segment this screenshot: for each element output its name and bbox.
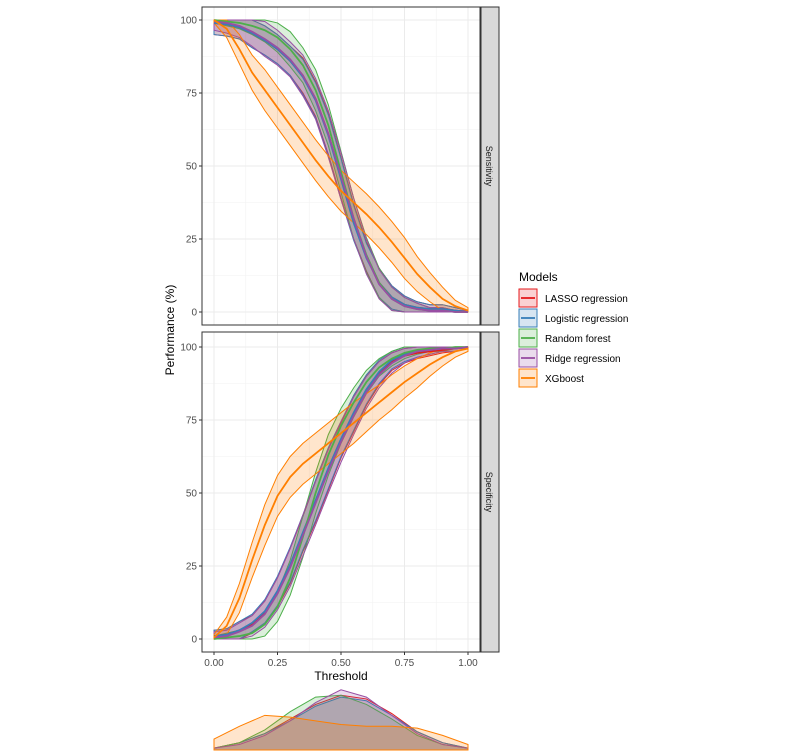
y-tick-label: 100 (180, 16, 197, 27)
x-tick-labels: 0.00 0.25 0.50 0.75 1.00 (204, 652, 478, 669)
legend-label: LASSO regression (545, 294, 628, 305)
legend-item-xgboost: XGboost (518, 368, 584, 388)
legend-item-lasso-regression: LASSO regression (518, 288, 628, 308)
specificity-strip-label: Specificity (484, 472, 494, 513)
y-tick-label: 75 (186, 89, 198, 100)
density-xgboost (213, 714, 469, 751)
line-specificity-random-forest (213, 346, 468, 640)
y-tick-labels-top: 0 25 50 75 100 (180, 16, 202, 319)
sensitivity-strip-label: Sensitivity (484, 146, 494, 187)
legend-item-random-forest: Random forest (518, 328, 611, 348)
x-axis-title: Threshold (314, 669, 367, 683)
series-lines (213, 19, 469, 640)
band-specificity-xgboost (213, 346, 469, 640)
line-sensitivity-ridge-regression (213, 20, 468, 313)
legend-item-ridge-regression: Ridge regression (518, 348, 621, 368)
line-specificity-xgboost (213, 347, 469, 639)
legend-item-logistic-regression: Logistic regression (518, 308, 628, 328)
density-plot (213, 689, 469, 751)
legend-label: Random forest (545, 334, 611, 345)
sensitivity-panel (202, 7, 480, 325)
x-tick-label: 1.00 (458, 658, 478, 669)
y-tick-label: 50 (186, 162, 198, 173)
line-sensitivity-xgboost (213, 19, 469, 312)
specificity-strip (480, 331, 500, 653)
specificity-panel (202, 332, 480, 652)
y-tick-label: 25 (186, 235, 198, 246)
y-tick-label: 25 (186, 562, 198, 573)
x-tick-label: 0.25 (268, 658, 288, 669)
x-tick-label: 0.00 (204, 658, 224, 669)
y-tick-label: 100 (180, 343, 197, 354)
y-tick-label: 0 (191, 635, 197, 646)
y-tick-label: 75 (186, 416, 198, 427)
legend-label: XGboost (545, 374, 584, 385)
sensitivity-strip (480, 6, 500, 326)
legend-title: Models (519, 270, 558, 284)
legend: Models LASSO regression Logistic regressi… (518, 270, 628, 388)
x-tick-label: 0.75 (395, 658, 415, 669)
y-tick-labels-bottom: 0 25 50 75 100 (180, 343, 202, 646)
line-specificity-ridge-regression (213, 346, 469, 639)
x-tick-label: 0.50 (331, 658, 351, 669)
y-tick-label: 50 (186, 489, 198, 500)
legend-label: Ridge regression (545, 354, 621, 365)
y-tick-label: 0 (191, 308, 197, 319)
density-ridge-regression (213, 689, 469, 751)
y-axis-title: Performance (%) (163, 285, 177, 376)
legend-label: Logistic regression (545, 314, 628, 325)
